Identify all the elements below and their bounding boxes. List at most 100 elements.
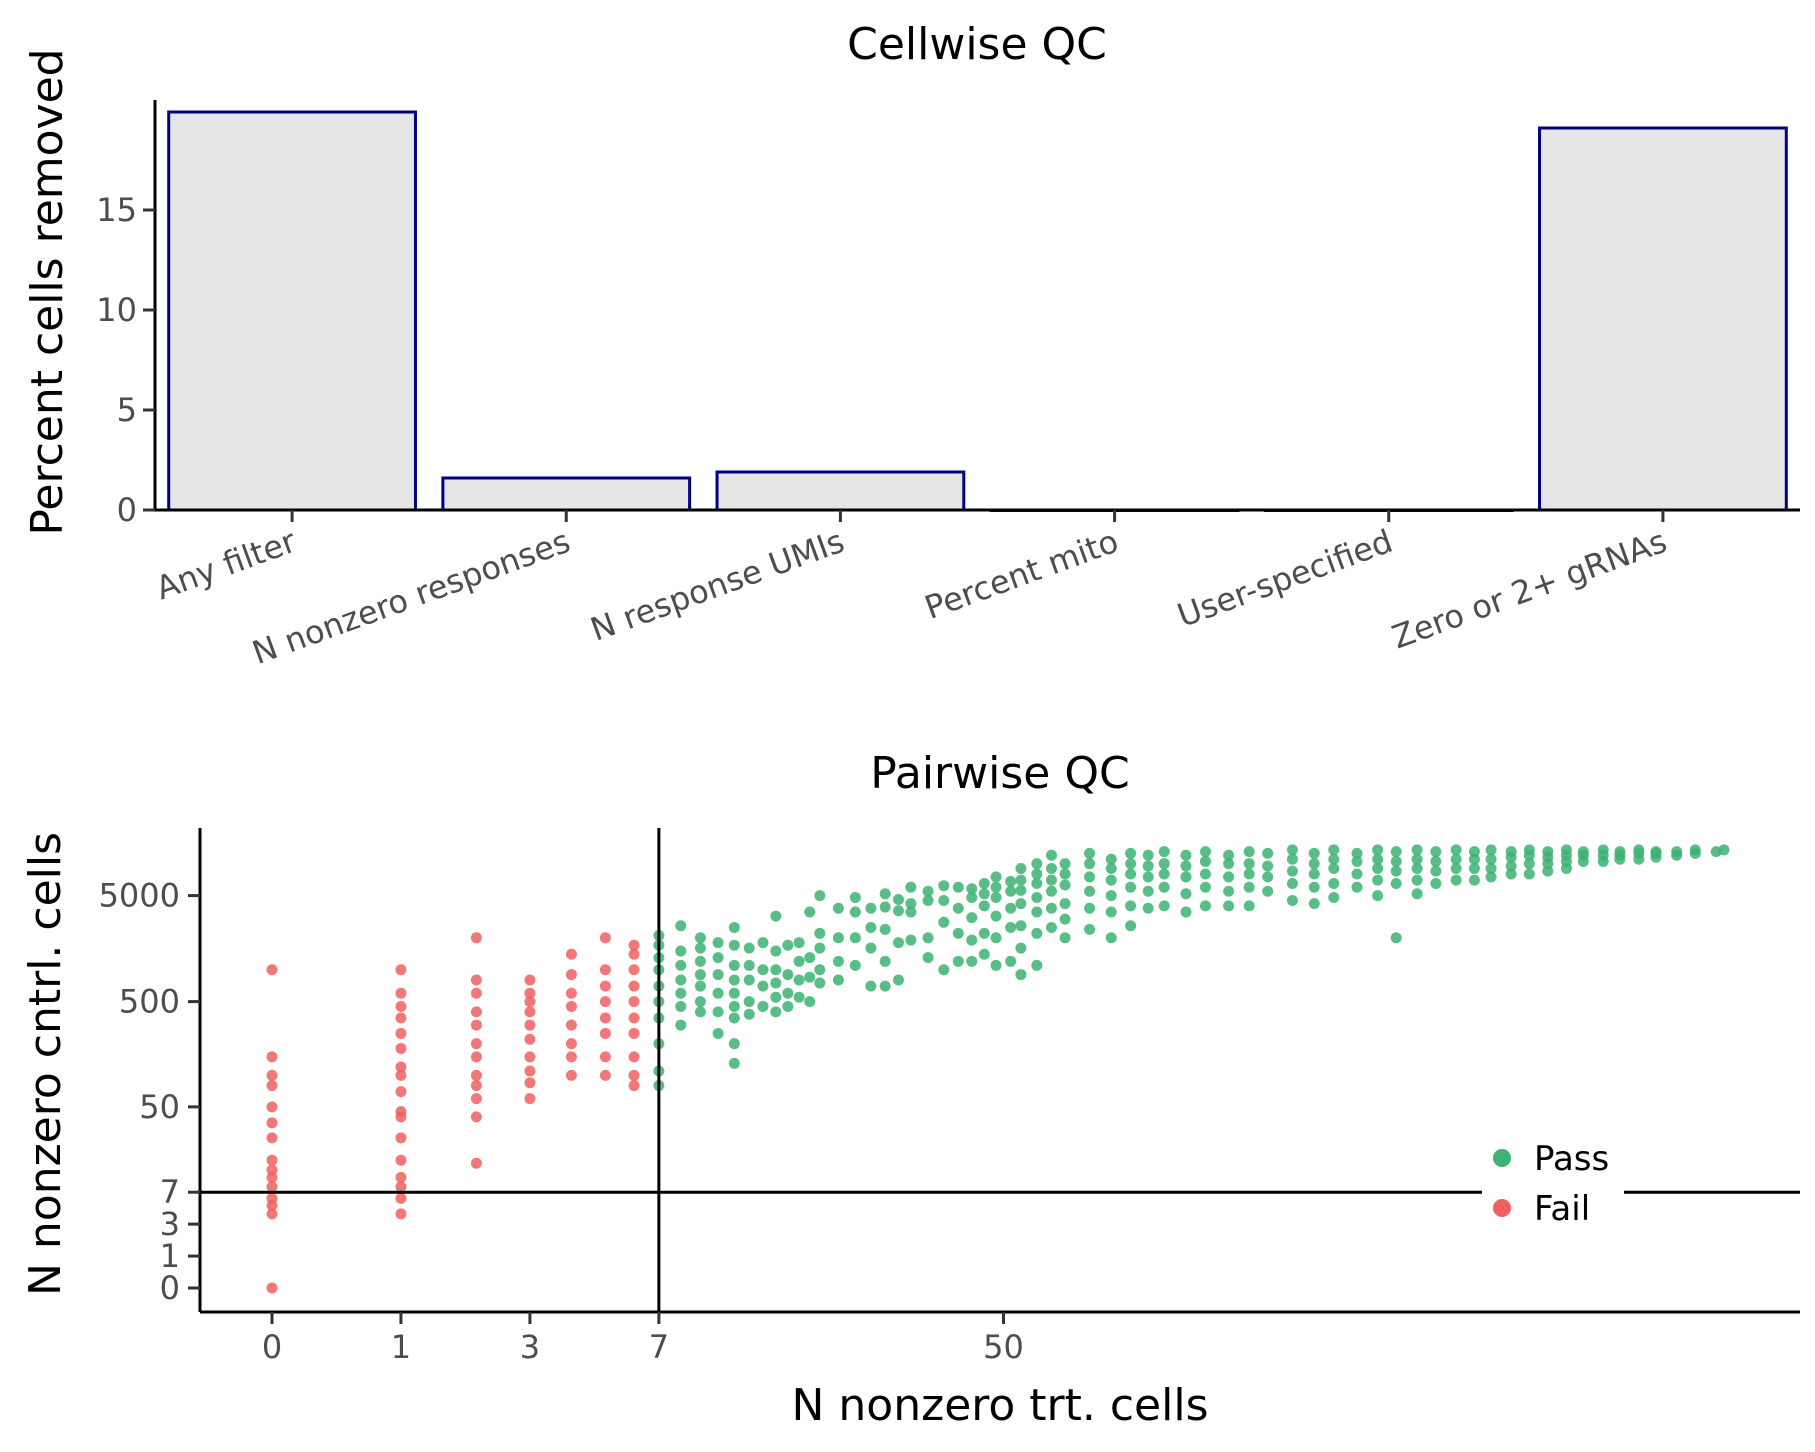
- pairwise-x-axis-title: N nonzero trt. cells: [792, 1380, 1209, 1431]
- pass-point: [675, 987, 687, 999]
- pass-point: [1045, 849, 1057, 861]
- fail-point: [395, 1208, 407, 1220]
- pass-point: [1411, 863, 1423, 875]
- pass-point: [849, 891, 861, 903]
- pass-point: [1045, 863, 1057, 875]
- pass-point: [865, 942, 877, 954]
- fail-point: [524, 974, 536, 986]
- fail-point: [628, 1012, 640, 1024]
- pass-point: [1390, 865, 1402, 877]
- pass-point: [793, 937, 805, 949]
- x-tick-label: 0: [262, 1328, 282, 1366]
- legend-label-pass: Pass: [1534, 1139, 1609, 1179]
- pass-point: [879, 888, 891, 900]
- pass-point: [1015, 884, 1027, 896]
- y-tick-label: 50: [139, 1088, 180, 1126]
- fail-point: [266, 1282, 278, 1294]
- pass-point: [1005, 955, 1017, 967]
- pass-point: [879, 955, 891, 967]
- pass-point: [782, 969, 794, 981]
- pass-point: [1468, 874, 1480, 886]
- pass-point: [1005, 922, 1017, 934]
- pass-point: [782, 987, 794, 999]
- fail-point: [599, 1027, 611, 1039]
- bar-1: [441, 476, 692, 512]
- fail-point: [565, 948, 577, 960]
- pass-point: [1450, 844, 1462, 856]
- pass-point: [832, 974, 844, 986]
- fail-point: [599, 996, 611, 1008]
- pass-point: [814, 927, 826, 939]
- pass-point: [1650, 851, 1662, 863]
- pass-point: [952, 902, 964, 914]
- pass-point: [938, 894, 950, 906]
- pass-point: [1505, 860, 1517, 872]
- pass-point: [694, 980, 706, 992]
- pass-point: [905, 906, 917, 918]
- pass-point: [743, 1008, 755, 1020]
- pass-point: [952, 927, 964, 939]
- pass-point: [990, 959, 1002, 971]
- fail-point: [395, 1086, 407, 1098]
- pass-point: [804, 996, 816, 1008]
- pass-point: [892, 937, 904, 949]
- pass-point: [728, 987, 740, 999]
- fail-point: [470, 1157, 482, 1169]
- fail-point: [628, 996, 640, 1008]
- fail-point: [266, 1154, 278, 1166]
- x-tick-label: Percent mito: [920, 522, 1124, 627]
- pass-point: [905, 934, 917, 946]
- pass-point: [804, 952, 816, 964]
- pass-point: [782, 939, 794, 951]
- pairwise-title: Pairwise QC: [870, 748, 1129, 799]
- pass-point: [1223, 858, 1235, 870]
- pass-point: [1045, 874, 1057, 886]
- fail-point: [524, 1051, 536, 1063]
- x-tick-label: User-specified: [1172, 522, 1397, 635]
- pass-point: [938, 964, 950, 976]
- pass-point: [1390, 846, 1402, 858]
- pass-point: [1523, 868, 1535, 880]
- pass-point: [1158, 846, 1170, 858]
- cellwise-qc-panel: Cellwise QC Percent cells removed 0 5 10 15…: [22, 19, 1800, 672]
- fail-points: [266, 932, 640, 1294]
- pass-point: [1390, 855, 1402, 867]
- pass-point: [1328, 863, 1340, 875]
- pass-point: [849, 959, 861, 971]
- pass-point: [905, 898, 917, 910]
- fail-point: [395, 1192, 407, 1204]
- pass-point: [1005, 885, 1017, 897]
- pass-point: [1031, 906, 1043, 918]
- fail-point: [266, 964, 278, 976]
- pass-point: [1485, 863, 1497, 875]
- pass-point: [832, 902, 844, 914]
- pass-point: [879, 901, 891, 913]
- pass-point: [1015, 942, 1027, 954]
- fail-point: [266, 1080, 278, 1092]
- fail-point: [470, 1111, 482, 1123]
- pass-point: [694, 996, 706, 1008]
- pass-point: [879, 980, 891, 992]
- pass-point: [1105, 906, 1117, 918]
- pass-point: [804, 906, 816, 918]
- pass-point: [1577, 855, 1589, 867]
- pass-point: [865, 922, 877, 934]
- pass-point: [1223, 900, 1235, 912]
- pass-point: [1351, 847, 1363, 859]
- pass-point: [952, 955, 964, 967]
- pass-point: [1059, 932, 1071, 944]
- fail-point: [266, 1101, 278, 1113]
- pass-point: [978, 900, 990, 912]
- pass-point: [1485, 844, 1497, 856]
- pairwise-x-ticks: 0 1 3 7 50: [262, 1312, 1024, 1366]
- x-tick-label: 3: [520, 1328, 540, 1366]
- pass-point: [1523, 849, 1535, 861]
- pass-point: [728, 1038, 740, 1050]
- fail-point: [599, 1051, 611, 1063]
- pass-point: [978, 927, 990, 939]
- pass-point: [849, 932, 861, 944]
- pass-point: [694, 932, 706, 944]
- fail-point: [395, 1027, 407, 1039]
- pass-point: [1180, 906, 1192, 918]
